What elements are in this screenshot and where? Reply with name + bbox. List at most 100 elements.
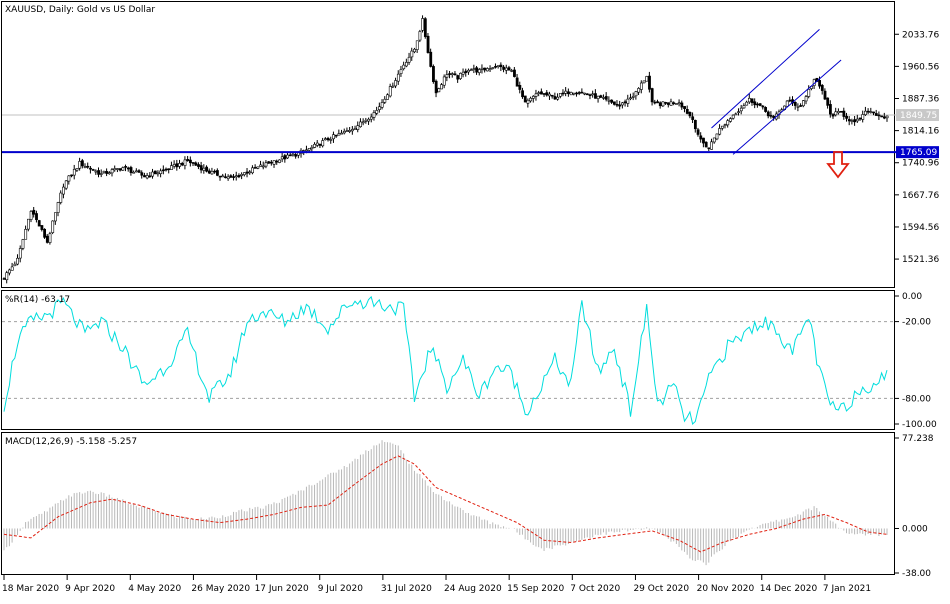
candle-body [148,175,152,178]
date-label: 4 May 2020 [128,584,181,594]
price-tick-label: 1667.76 [902,191,939,201]
candle-body [839,111,843,113]
candle-body [723,124,727,126]
candle-body [337,133,341,136]
candle-body [480,67,484,70]
candle-body [472,68,476,70]
candle-body [729,118,732,122]
date-label: 9 Apr 2020 [65,584,115,594]
candle-body [442,76,446,86]
candle-body [807,89,811,97]
candle-body [801,100,805,107]
candle-body [108,172,111,175]
candle-body [102,170,106,173]
candle-body [734,113,738,116]
date-label: 18 Mar 2020 [2,584,59,594]
candle-body [64,180,68,189]
candle-body [329,139,333,141]
candle-body [264,162,268,167]
date-label: 26 May 2020 [191,584,250,594]
candle-body [726,120,730,126]
candle-body [880,115,884,118]
candle-body [445,74,449,78]
candle-body [507,67,511,71]
candle-body [221,175,225,178]
candle-body [145,175,149,179]
candle-body [423,18,427,37]
date-label: 7 Jan 2021 [823,584,871,594]
candle-body [110,169,114,174]
candle-body [469,69,473,72]
candle-body [318,143,322,146]
candle-body [864,110,867,116]
date-label: 20 Nov 2020 [697,584,755,594]
candle-body [353,128,357,130]
candle-body [189,159,192,164]
candle-body [464,70,468,73]
candle-body [43,228,47,238]
macd-tick-label: 77.238 [902,434,934,444]
wpr-tick-label: 0.00 [902,292,922,302]
candle-body [407,56,411,63]
candle-body [548,93,551,97]
wpr-tick-label: -100.00 [902,420,937,430]
candle-body [788,99,792,102]
candle-body [612,101,616,105]
candle-body [467,69,470,73]
candle-body [70,174,74,177]
candle-body [307,148,311,151]
candle-body [772,115,776,119]
candle-body [828,104,832,115]
candle-body [324,138,327,141]
candle-body [29,211,33,220]
date-label: 14 Dec 2020 [760,584,818,594]
candle-body [213,170,217,173]
candle-body [577,92,581,94]
candle-body [672,102,676,104]
candle-body [226,176,230,179]
candle-body [51,220,55,233]
candle-body [202,167,206,171]
candle-body [756,103,759,106]
candle-body [315,142,319,146]
candle-body [162,169,165,172]
candle-body [764,107,767,112]
candle-body [48,233,52,243]
candle-body [793,101,797,106]
candle-body [796,106,800,108]
candle-body [294,154,298,157]
candle-body [253,167,257,169]
candle-body [826,97,830,106]
candle-body [580,91,584,94]
candle-body [583,92,587,95]
candle-body [18,248,22,259]
candle-body [453,73,457,76]
candle-body [21,239,25,249]
candle-body [207,170,211,174]
candle-body [421,18,425,31]
candle-body [591,93,595,96]
candle-body [523,95,527,103]
candle-body [477,69,481,73]
candle-body [461,71,465,75]
candle-body [602,97,605,99]
candle-body [753,101,757,106]
candle-body [310,146,314,150]
candle-body [475,67,479,73]
candle-body [702,137,705,144]
candle-body [434,80,438,94]
candle-body [399,69,403,74]
candle-body [521,90,524,98]
candle-body [8,269,11,274]
macd-title: MACD(12,26,9) -5.158 -5.257 [5,437,137,447]
candle-body [62,186,65,195]
candle-body [116,168,119,170]
candle-body [270,161,273,164]
candle-body [132,171,136,174]
candle-body [291,153,295,156]
candle-body [121,167,125,171]
candle-body [615,103,619,106]
date-label: 9 Jul 2020 [318,584,363,594]
candle-body [847,119,851,122]
candle-body [137,170,141,173]
